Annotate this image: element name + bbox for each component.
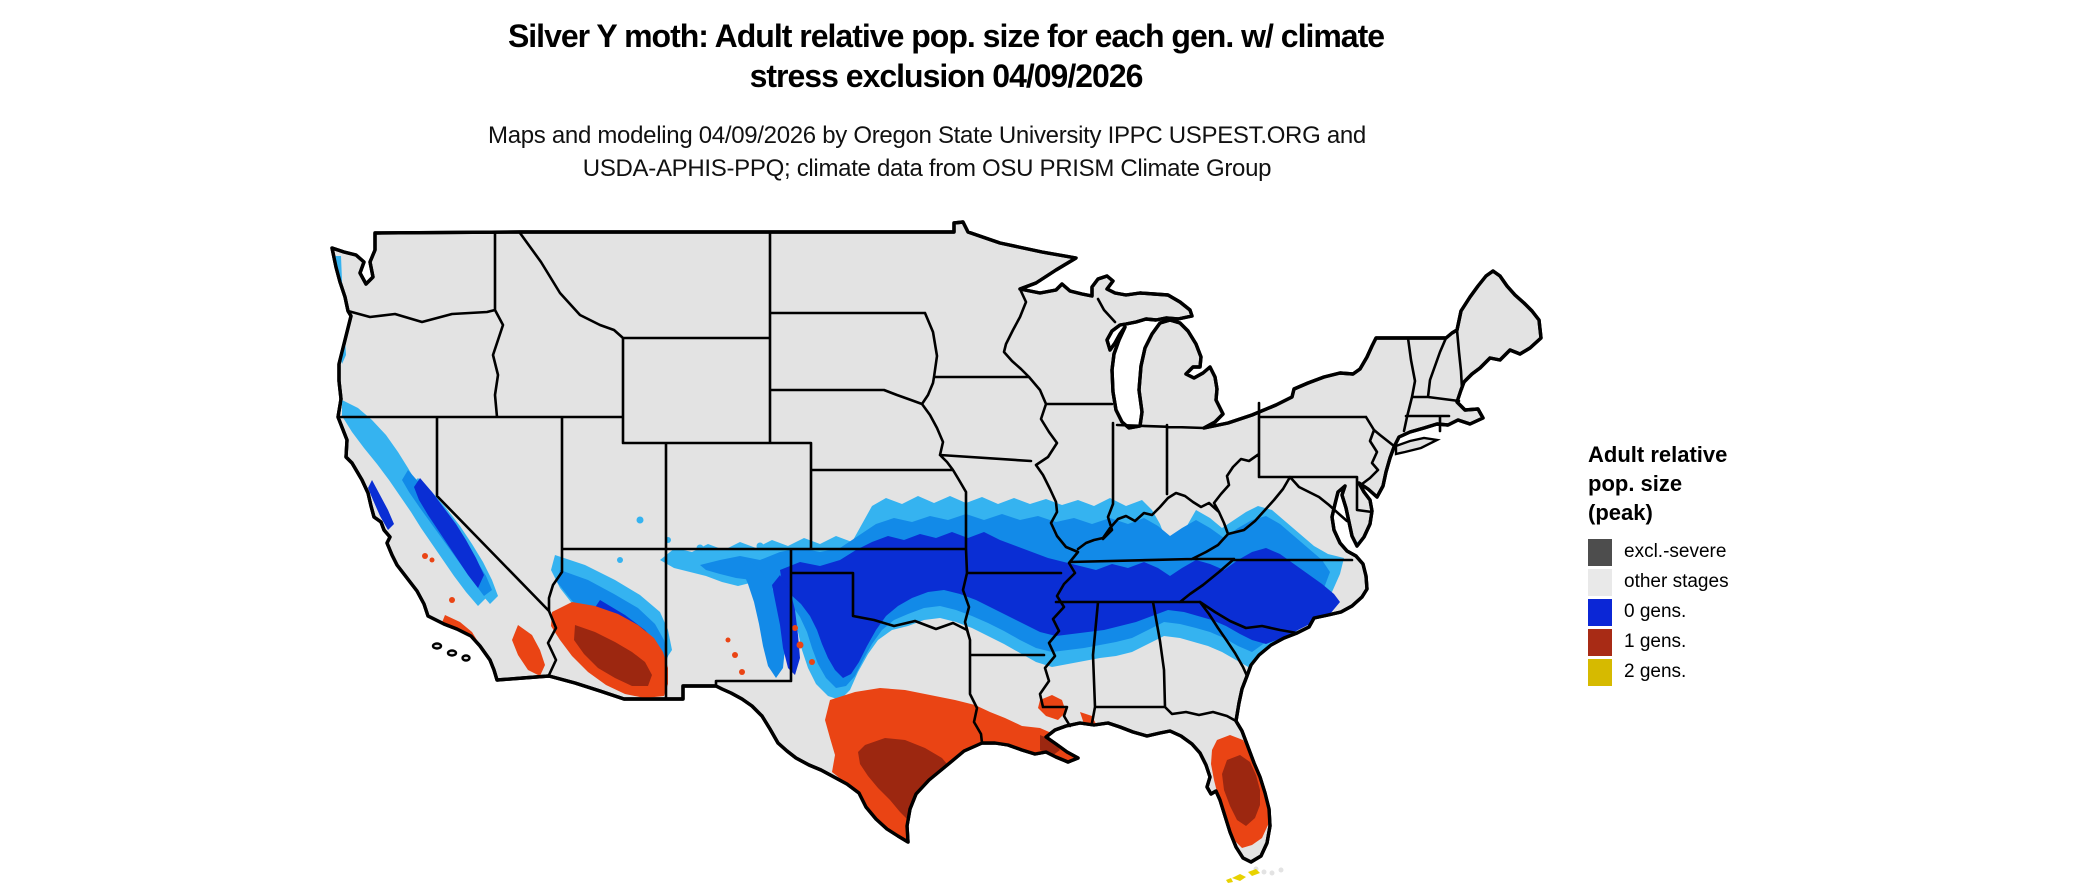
legend-title-line1: Adult relative bbox=[1588, 442, 1728, 467]
legend-item-excl-severe: excl.-severe bbox=[1588, 537, 1888, 567]
legend-label-2-gens: 2 gens. bbox=[1624, 661, 1687, 682]
legend-item-1-gens: 1 gens. bbox=[1588, 627, 1888, 657]
legend: Adult relative pop. size (peak) excl.-se… bbox=[1588, 440, 1888, 687]
long-island bbox=[1394, 436, 1441, 456]
florida-keys-yellow bbox=[1226, 869, 1260, 883]
map-outline bbox=[330, 220, 1543, 864]
map-title: Silver Y moth: Adult relative pop. size … bbox=[0, 16, 1892, 96]
map-title-line2: stress exclusion 04/09/2026 bbox=[749, 58, 1144, 94]
legend-label-0-gens: 0 gens. bbox=[1624, 601, 1687, 622]
channel-island bbox=[446, 649, 458, 657]
channel-island bbox=[431, 642, 443, 650]
map-subtitle-line1: Maps and modeling 04/09/2026 by Oregon S… bbox=[488, 122, 1366, 149]
region-red-texas-louisiana bbox=[825, 688, 1096, 842]
legend-title: Adult relative pop. size (peak) bbox=[1588, 440, 1888, 527]
legend-swatch-2-gens bbox=[1588, 658, 1612, 686]
red-speckles bbox=[422, 553, 815, 675]
legend-item-0-gens: 0 gens. bbox=[1588, 597, 1888, 627]
region-darkblue-core bbox=[780, 532, 1340, 678]
channel-island bbox=[461, 654, 471, 662]
legend-swatch-1-gens bbox=[1588, 628, 1612, 656]
legend-label-other-stages: other stages bbox=[1624, 571, 1729, 592]
map-subtitle: Maps and modeling 04/09/2026 by Oregon S… bbox=[0, 119, 1854, 185]
islands bbox=[431, 436, 1441, 883]
legend-title-line3: (peak) bbox=[1588, 500, 1653, 525]
legend-item-2-gens: 2 gens. bbox=[1588, 657, 1888, 687]
map-title-line1: Silver Y moth: Adult relative pop. size … bbox=[507, 18, 1385, 54]
region-darkred-cores bbox=[574, 625, 1260, 826]
legend-swatch-excl-severe bbox=[1588, 538, 1612, 566]
legend-label-1-gens: 1 gens. bbox=[1624, 631, 1687, 652]
legend-swatch-other-stages bbox=[1588, 568, 1612, 596]
state-borders bbox=[336, 230, 1464, 745]
legend-item-other-stages: other stages bbox=[1588, 567, 1888, 597]
map-subtitle-line2: USDA-APHIS-PPQ; climate data from OSU PR… bbox=[582, 155, 1272, 182]
florida-key bbox=[1269, 870, 1275, 876]
legend-swatch-0-gens bbox=[1588, 598, 1612, 626]
florida-key bbox=[1278, 867, 1284, 873]
florida-key bbox=[1261, 869, 1267, 875]
population-raster-layer bbox=[333, 256, 1364, 848]
legend-label-excl-severe: excl.-severe bbox=[1624, 541, 1727, 562]
legend-title-line2: pop. size bbox=[1588, 471, 1683, 496]
